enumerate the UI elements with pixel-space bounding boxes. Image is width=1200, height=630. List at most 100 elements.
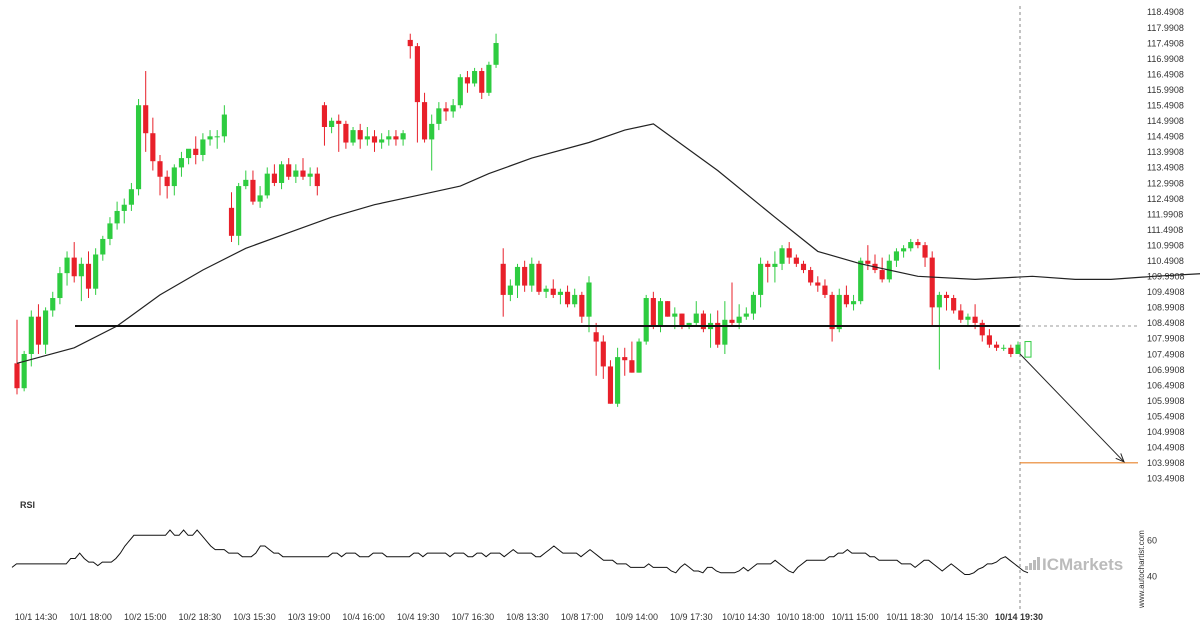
price-tick-label: 118.4908 [1147, 7, 1184, 17]
brand-watermark: ICMarkets [1042, 555, 1123, 574]
price-tick-label: 115.4908 [1147, 101, 1184, 111]
moving-average-line [16, 123, 1200, 364]
candle-bull [93, 254, 99, 289]
candle-bear [357, 130, 363, 140]
price-tick-label: 108.9908 [1147, 303, 1185, 313]
candle-bear [479, 71, 485, 93]
candle-bear [915, 242, 921, 246]
candle-bear [607, 366, 614, 404]
price-tick-label: 104.9908 [1147, 427, 1185, 437]
candle-bull [257, 195, 263, 202]
candle-bear [150, 133, 156, 162]
candle-bull [121, 204, 127, 211]
price-tick-label: 112.9908 [1147, 178, 1184, 188]
candle-bull [772, 263, 778, 267]
candle-bear [336, 120, 342, 124]
candle-bear [629, 360, 635, 373]
candle-bull [171, 167, 177, 187]
time-tick-label: 10/3 15:30 [233, 612, 276, 622]
current-candle [1024, 341, 1032, 358]
time-tick-label: 10/4 16:00 [342, 612, 385, 622]
candle-bull [386, 136, 392, 140]
time-tick-label: 10/4 19:30 [397, 612, 440, 622]
rsi-label: RSI [20, 500, 35, 510]
candle-bull [901, 248, 907, 252]
candle-bull [615, 357, 621, 404]
candle-bear [193, 148, 199, 155]
candle-bear [300, 170, 306, 177]
candle-bull [28, 316, 34, 354]
candle-bear [715, 322, 721, 345]
candle-bull [486, 64, 492, 93]
candle-bull [243, 179, 249, 187]
candle-bear [321, 105, 328, 127]
candle-bull [329, 120, 335, 127]
candle-bull [100, 238, 106, 255]
candle-bull [178, 158, 185, 168]
price-tick-label: 115.9908 [1147, 85, 1184, 95]
candle-bull [278, 164, 285, 183]
candle-bull [457, 77, 463, 106]
price-tick-label: 117.9908 [1147, 23, 1184, 33]
candle-bull [893, 251, 900, 261]
candle-bear [600, 341, 606, 367]
price-tick-label: 116.4908 [1147, 69, 1184, 79]
candle-bear [943, 294, 950, 299]
rsi-tick-label: 40 [1147, 571, 1157, 581]
candle-bear [371, 136, 378, 143]
candle-bull [557, 291, 563, 295]
time-tick-label: 10/10 14:30 [722, 612, 770, 622]
candle-bear [343, 123, 349, 143]
candle-bull [736, 316, 742, 323]
candle-bull [572, 294, 578, 305]
candle-bear [500, 263, 506, 295]
candle-bull [586, 282, 592, 317]
candle-bear [1008, 347, 1014, 354]
candle-bear [650, 298, 656, 327]
candle-bull [364, 136, 370, 140]
candle-bear [522, 266, 528, 286]
candle-bear [843, 294, 849, 305]
time-tick-label: 10/9 14:00 [615, 612, 658, 622]
candle-bear [979, 322, 985, 336]
candle-bear [314, 173, 320, 187]
rsi-line [11, 529, 1029, 575]
candle-bull [965, 316, 971, 320]
candle-bear [250, 179, 256, 202]
candle-bull [936, 294, 942, 308]
time-tick-label: 10/8 17:00 [561, 612, 604, 622]
time-tick-label: 10/8 13:30 [506, 612, 549, 622]
candle-bear [679, 313, 685, 327]
price-tick-label: 110.9908 [1147, 240, 1184, 250]
price-tick-label: 107.4908 [1147, 349, 1185, 359]
candle-bear [822, 285, 828, 295]
price-tick-label: 114.9908 [1147, 116, 1184, 126]
candle-bull [429, 123, 435, 140]
candle-bull [529, 263, 535, 286]
candle-bull [686, 322, 692, 327]
time-tick-label: 10/3 19:00 [288, 612, 331, 622]
candle-bull [636, 341, 642, 373]
price-tick-label: 104.4908 [1147, 443, 1185, 453]
time-tick-label: 10/10 18:00 [777, 612, 825, 622]
candle-bull [472, 71, 478, 84]
candle-bear [700, 313, 706, 330]
candle-bull [543, 288, 549, 292]
candle-bear [536, 263, 542, 292]
candle-bull [514, 266, 521, 286]
candle-bull [64, 257, 70, 274]
candle-bull [293, 170, 299, 177]
bars-logo-icon [1033, 560, 1036, 570]
candle-bear [972, 316, 978, 323]
time-tick-label: 10/1 14:30 [15, 612, 58, 622]
candle-bear [286, 164, 292, 177]
candle-bull [836, 294, 842, 330]
candle-bull [779, 248, 785, 264]
candle-bull [221, 114, 227, 137]
candle-bull [722, 319, 728, 345]
candle-bull [307, 173, 313, 177]
bars-logo-icon [1029, 563, 1032, 570]
price-tick-label: 106.9908 [1147, 365, 1185, 375]
